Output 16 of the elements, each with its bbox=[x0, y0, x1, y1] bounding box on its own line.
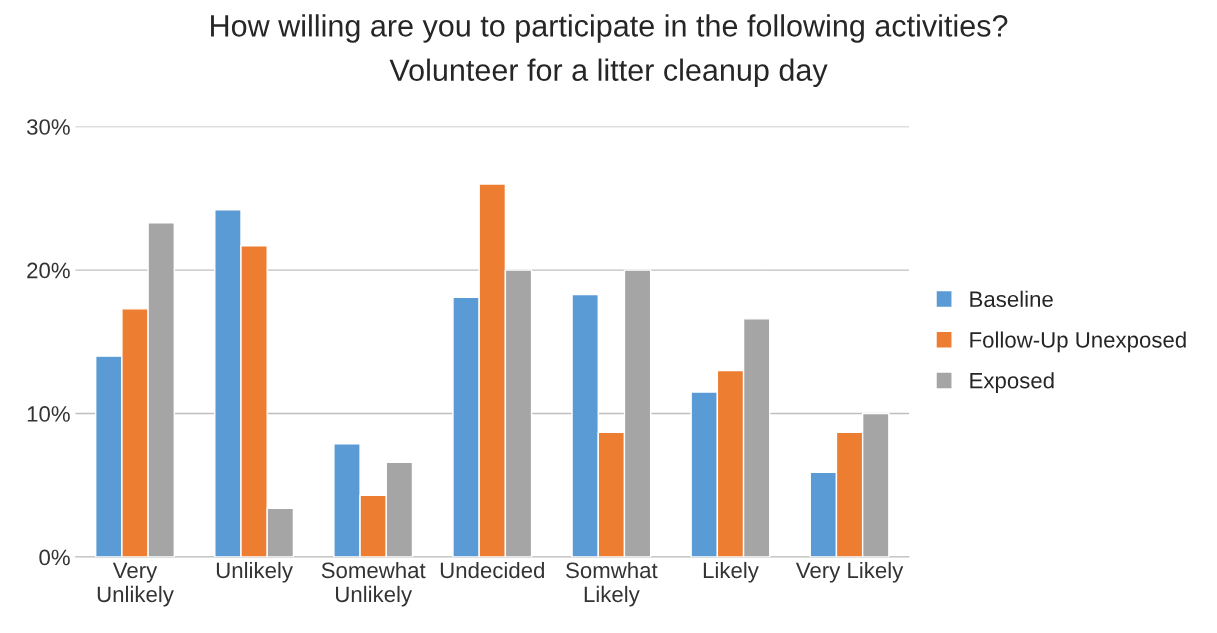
legend-label: Follow-Up Unexposed bbox=[970, 331, 1186, 353]
x-tick-label: Likely bbox=[703, 561, 759, 583]
legend-label: Exposed bbox=[970, 372, 1054, 393]
x-tick-label: Somewhat Unlikely bbox=[321, 561, 426, 607]
x-tick-label: Very Unlikely bbox=[97, 562, 174, 607]
chart-title: How willing are you to participate in the following activities? bbox=[211, 14, 1008, 43]
chart-subtitle: Volunteer for a litter cleanup day bbox=[389, 58, 828, 88]
x-tick-label: Very Likely bbox=[795, 561, 904, 583]
y-tick-label: 10% bbox=[27, 406, 70, 422]
x-tick-label: Somwhat Likely bbox=[566, 561, 658, 607]
x-tick-label: Unlikely bbox=[216, 561, 293, 583]
legend-label: Baseline bbox=[970, 290, 1053, 308]
x-tick-label: Undecided bbox=[440, 561, 544, 579]
y-tick-label: 30% bbox=[26, 119, 70, 135]
y-tick-label: 0% bbox=[39, 549, 70, 566]
y-tick-label: 20% bbox=[27, 262, 70, 279]
